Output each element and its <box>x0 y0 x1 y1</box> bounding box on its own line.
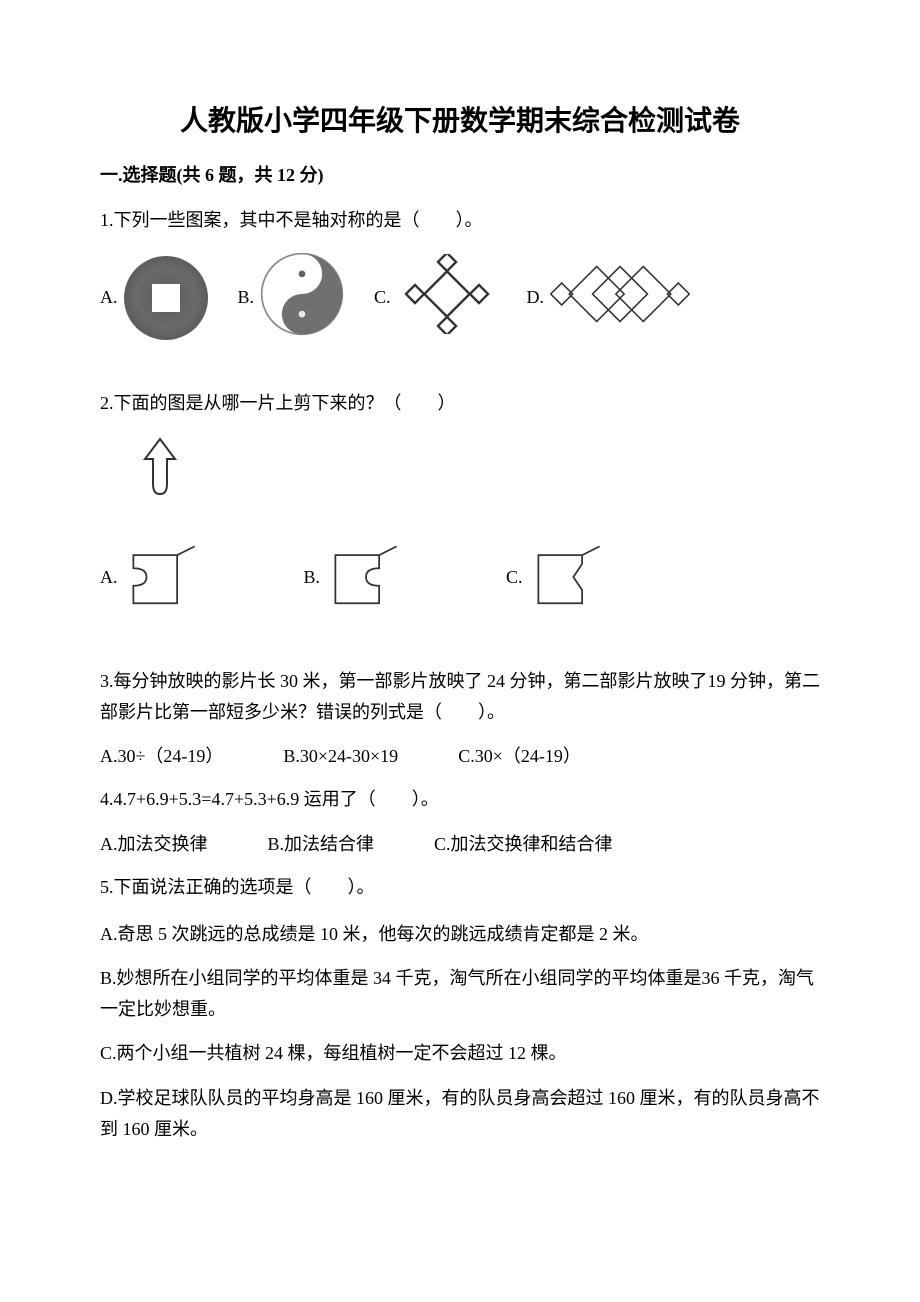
fold-shape-c-icon <box>529 542 609 612</box>
q2-options: A. B. C. <box>100 542 820 612</box>
section-header: 一.选择题(共 6 题，共 12 分) <box>100 162 820 189</box>
coin-icon <box>124 256 208 340</box>
q4-options: A.加法交换律 B.加法结合律 C.加法交换律和结合律 <box>100 831 820 858</box>
q1-options: A. B. C. <box>100 252 820 344</box>
q2-label-b: B. <box>304 564 321 591</box>
q2-text: 2.下面的图是从哪一片上剪下来的？（ ） <box>100 388 820 419</box>
q3-options: A.30÷（24-19） B.30×24-30×19 C.30×（24-19） <box>100 743 820 770</box>
page-title: 人教版小学四年级下册数学期末综合检测试卷 <box>100 100 820 142</box>
q4-text: 4.4.7+6.9+5.3=4.7+5.3+6.9 运用了（ ）。 <box>100 784 820 815</box>
q5-option-d: D.学校足球队队员的平均身高是 160 厘米，有的队员身高会超过 160 厘米，… <box>100 1083 820 1144</box>
overlap-diamonds-icon <box>550 264 690 332</box>
q1-option-a: A. <box>100 256 208 340</box>
q2-label-c: C. <box>506 564 523 591</box>
question-4: 4.4.7+6.9+5.3=4.7+5.3+6.9 运用了（ ）。 <box>100 784 820 815</box>
q1-label-c: C. <box>374 284 391 311</box>
question-1: 1.下列一些图案，其中不是轴对称的是（ ）。 <box>100 205 820 236</box>
q5-option-a: A.奇思 5 次跳远的总成绩是 10 米，他每次的跳远成绩肯定都是 2 米。 <box>100 919 820 950</box>
q5-text: 5.下面说法正确的选项是（ ）。 <box>100 872 820 903</box>
q3-option-c: C.30×（24-19） <box>458 743 581 770</box>
q4-option-a: A.加法交换律 <box>100 831 208 858</box>
question-3: 3.每分钟放映的影片长 30 米，第一部影片放映了 24 分钟，第二部影片放映了… <box>100 666 820 727</box>
q3-text: 3.每分钟放映的影片长 30 米，第一部影片放映了 24 分钟，第二部影片放映了… <box>100 666 820 727</box>
q2-label-a: A. <box>100 564 118 591</box>
q1-label-d: D. <box>527 284 545 311</box>
fold-shape-b-icon <box>326 542 406 612</box>
q2-prompt-shape <box>100 434 820 542</box>
q5-option-c: C.两个小组一共植树 24 棵，每组植树一定不会超过 12 棵。 <box>100 1038 820 1069</box>
q5-option-b: B.妙想所在小组同学的平均体重是 34 千克，淘气所在小组同学的平均体重是36 … <box>100 963 820 1024</box>
question-2: 2.下面的图是从哪一片上剪下来的？（ ） <box>100 388 820 419</box>
q1-option-c: C. <box>374 254 497 342</box>
q1-option-b: B. <box>238 252 345 344</box>
q4-option-c: C.加法交换律和结合律 <box>434 831 613 858</box>
q2-option-b: B. <box>304 542 407 612</box>
q1-label-a: A. <box>100 284 118 311</box>
fold-shape-a-icon <box>124 542 204 612</box>
q1-label-b: B. <box>238 284 255 311</box>
q2-option-c: C. <box>506 542 609 612</box>
q2-option-a: A. <box>100 542 204 612</box>
taiji-icon <box>260 252 344 344</box>
q3-option-b: B.30×24-30×19 <box>283 743 398 770</box>
q3-option-a: A.30÷（24-19） <box>100 743 223 770</box>
q1-text: 1.下列一些图案，其中不是轴对称的是（ ）。 <box>100 205 820 236</box>
question-5: 5.下面说法正确的选项是（ ）。 <box>100 872 820 903</box>
q1-option-d: D. <box>527 264 691 332</box>
diamond-cluster-icon <box>397 254 497 342</box>
q4-option-b: B.加法结合律 <box>268 831 375 858</box>
